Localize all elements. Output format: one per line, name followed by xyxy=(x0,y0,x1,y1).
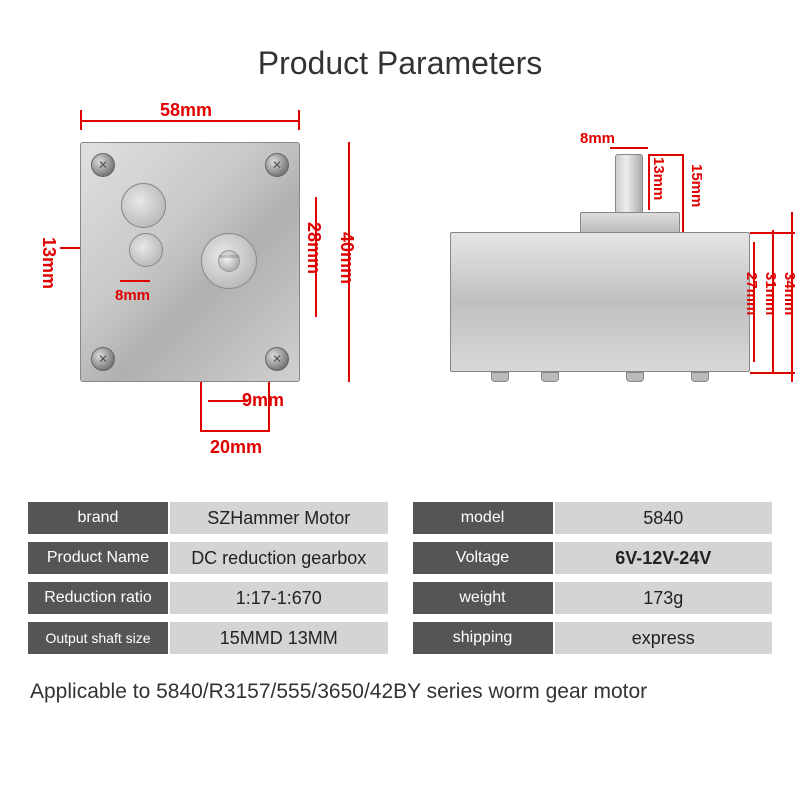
spec-value: DC reduction gearbox xyxy=(170,542,388,574)
dim-side-13mm: 13mm xyxy=(650,157,667,200)
spec-pair: shipping express xyxy=(413,622,773,654)
spec-label: model xyxy=(413,502,553,534)
dim-28mm: 28mm xyxy=(303,222,324,274)
spec-value: 1:17-1:670 xyxy=(170,582,388,614)
gearbox-body xyxy=(80,142,300,382)
dimension-diagram: 58mm 28mm 40mm 13mm 8mm 9mm 20mm 8mm 13m xyxy=(0,102,800,492)
page-title: Product Parameters xyxy=(0,0,800,102)
spec-pair: Output shaft size 15MMD 13MM xyxy=(28,622,388,654)
dim-8mm: 8mm xyxy=(115,287,150,304)
bump-icon xyxy=(541,372,559,382)
footer-note: Applicable to 5840/R3157/555/3650/42BY s… xyxy=(0,662,800,704)
bump-icon xyxy=(626,372,644,382)
gearbox-front-view: 58mm 28mm 40mm 13mm 8mm 9mm 20mm xyxy=(80,142,300,382)
spec-row: Reduction ratio 1:17-1:670 weight 173g xyxy=(28,582,772,614)
screw-icon xyxy=(91,153,115,177)
dim-20mm: 20mm xyxy=(210,437,262,458)
spec-label: weight xyxy=(413,582,553,614)
spec-label: brand xyxy=(28,502,168,534)
dim-31mm: 31mm xyxy=(762,272,779,315)
spec-pair: Voltage 6V-12V-24V xyxy=(413,542,773,574)
spec-label: shipping xyxy=(413,622,553,654)
spec-value: SZHammer Motor xyxy=(170,502,388,534)
side-body xyxy=(450,232,750,372)
dim-width-top: 58mm xyxy=(160,100,212,121)
dim-9mm: 9mm xyxy=(242,390,284,411)
side-plate-icon xyxy=(580,212,680,234)
screw-icon xyxy=(265,153,289,177)
dim-27mm: 27mm xyxy=(743,272,760,315)
spec-label: Reduction ratio xyxy=(28,582,168,614)
spec-pair: weight 173g xyxy=(413,582,773,614)
spec-label: Product Name xyxy=(28,542,168,574)
dim-side-8mm: 8mm xyxy=(580,130,615,147)
spec-pair: model 5840 xyxy=(413,502,773,534)
bump-icon xyxy=(691,372,709,382)
dim-34mm: 34mm xyxy=(781,272,798,315)
spec-table: brand SZHammer Motor model 5840 Product … xyxy=(0,492,800,654)
spec-value: 6V-12V-24V xyxy=(555,542,773,574)
spec-value: express xyxy=(555,622,773,654)
spec-pair: Reduction ratio 1:17-1:670 xyxy=(28,582,388,614)
dim-13mm-left: 13mm xyxy=(38,237,59,289)
screw-icon xyxy=(91,347,115,371)
spec-label: Output shaft size xyxy=(28,622,168,654)
spec-pair: Product Name DC reduction gearbox xyxy=(28,542,388,574)
spec-label: Voltage xyxy=(413,542,553,574)
gearbox-side-view: 8mm 13mm 15mm 27mm 31mm 34mm xyxy=(450,112,750,252)
screw-icon xyxy=(265,347,289,371)
spec-row: Product Name DC reduction gearbox Voltag… xyxy=(28,542,772,574)
spec-value: 5840 xyxy=(555,502,773,534)
dim-40mm: 40mm xyxy=(336,232,357,284)
spec-pair: brand SZHammer Motor xyxy=(28,502,388,534)
dim-side-15mm: 15mm xyxy=(688,164,705,207)
spec-row: brand SZHammer Motor model 5840 xyxy=(28,502,772,534)
hub-icon xyxy=(121,183,166,228)
spec-value: 15MMD 13MM xyxy=(170,622,388,654)
output-shaft-icon xyxy=(218,250,240,272)
side-shaft-icon xyxy=(615,154,643,214)
hub-icon xyxy=(129,233,163,267)
spec-value: 173g xyxy=(555,582,773,614)
spec-row: Output shaft size 15MMD 13MM shipping ex… xyxy=(28,622,772,654)
bump-icon xyxy=(491,372,509,382)
